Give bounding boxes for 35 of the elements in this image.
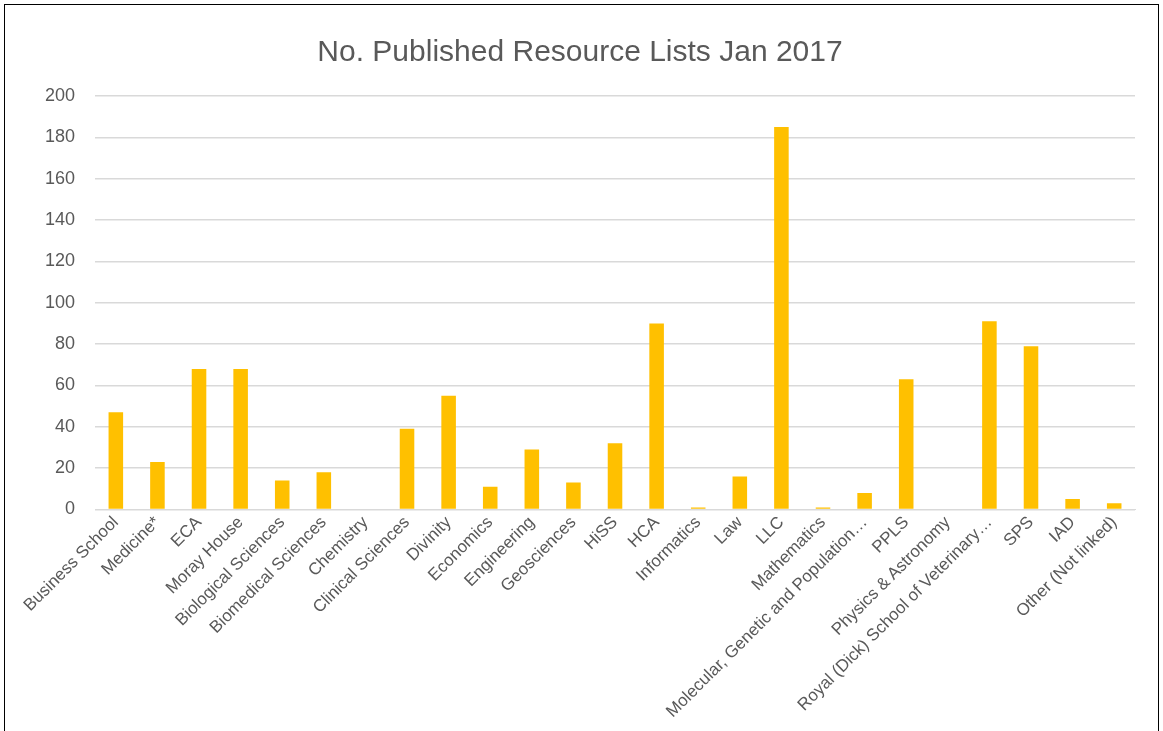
bar (982, 321, 997, 509)
bar (482, 486, 498, 509)
bar (191, 368, 207, 509)
bar (1023, 346, 1039, 509)
bar (566, 482, 581, 509)
bar (108, 412, 124, 509)
y-tick-label: 20 (55, 457, 76, 478)
bar (649, 323, 664, 509)
chart-title: No. Published Resource Lists Jan 2017 (317, 34, 843, 68)
bar (233, 368, 248, 509)
y-tick-label: 200 (44, 84, 76, 105)
bar (1065, 499, 1080, 509)
y-tick-label: 140 (44, 209, 76, 229)
x-tick-label: Law (710, 511, 747, 548)
y-tick-label: 0 (65, 498, 76, 519)
bar (316, 472, 332, 509)
bar (441, 395, 456, 509)
x-tick-label: IAD (1045, 512, 1079, 546)
bar (732, 476, 748, 509)
y-tick-label: 120 (44, 250, 76, 271)
bar (274, 480, 290, 509)
bar (607, 443, 623, 509)
bar (857, 492, 872, 509)
bar (399, 428, 415, 509)
y-tick-label: 40 (55, 415, 76, 436)
bar (150, 461, 165, 509)
bar (524, 449, 540, 509)
y-tick-label: 100 (44, 291, 76, 312)
bar (774, 127, 789, 509)
y-tick-label: 160 (44, 167, 76, 188)
y-tick-label: 60 (55, 374, 76, 395)
bar (1106, 503, 1122, 509)
bar (898, 379, 914, 509)
y-tick-label: 180 (44, 126, 76, 147)
y-tick-label: 80 (55, 333, 76, 354)
